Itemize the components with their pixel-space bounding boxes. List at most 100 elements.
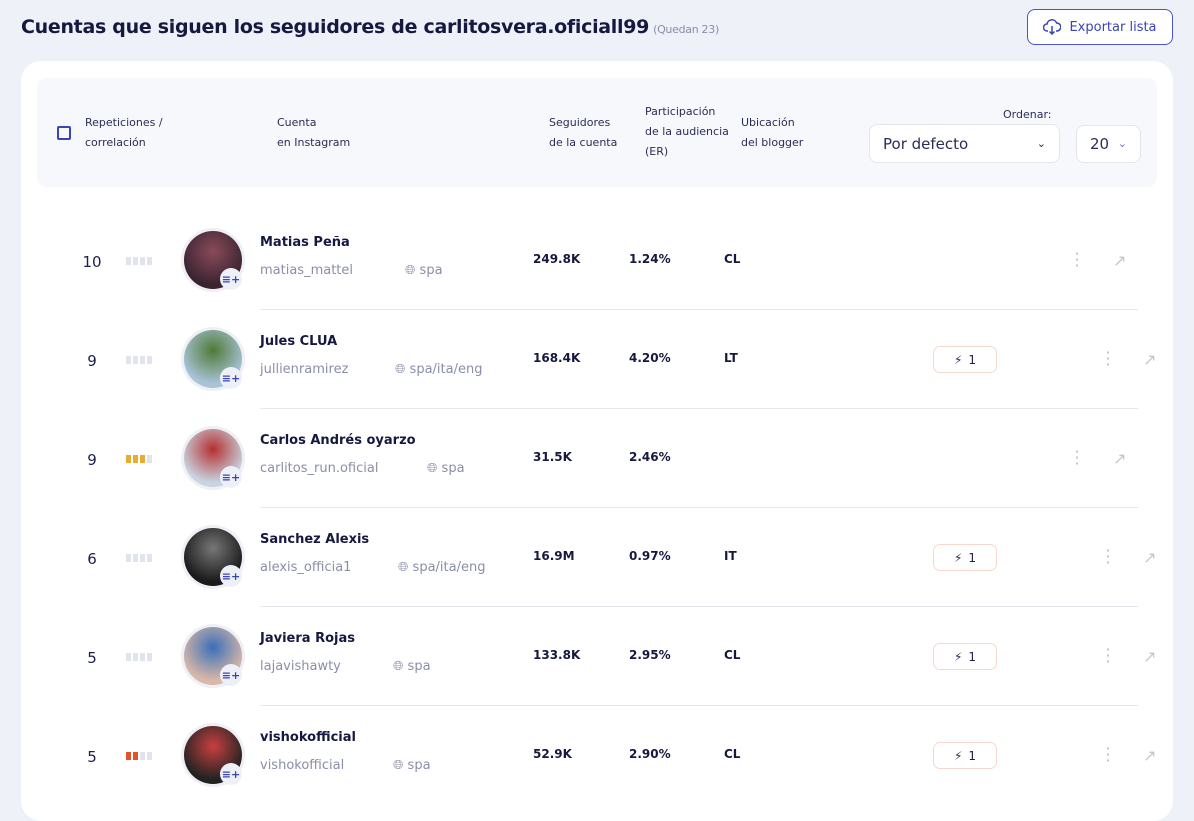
correlation-bar-segment <box>126 554 131 562</box>
engagement-rate: 4.20% <box>629 351 671 365</box>
open-external-icon[interactable]: ↗ <box>1143 746 1157 765</box>
followers-count: 52.9K <box>533 747 572 761</box>
avatar[interactable]: ≡+ <box>181 723 245 787</box>
correlation-bar-segment <box>147 455 152 463</box>
account-name[interactable]: Javiera Rojas <box>260 631 355 646</box>
correlation-bar-segment <box>133 356 138 364</box>
export-list-button[interactable]: Exportar lista <box>1027 9 1173 45</box>
add-to-list-icon[interactable]: ≡+ <box>220 763 242 785</box>
boost-badge[interactable]: ⚡︎ 1 <box>933 544 997 571</box>
account-name[interactable]: Jules CLUA <box>260 334 338 349</box>
correlation-bar-segment <box>126 455 131 463</box>
sort-select[interactable]: Por defecto ⌄ <box>869 124 1060 163</box>
language-text: spa <box>441 461 465 476</box>
add-to-list-icon[interactable]: ≡+ <box>220 565 242 587</box>
correlation-bar-segment <box>133 455 138 463</box>
more-options-icon[interactable]: · · · <box>1105 541 1111 572</box>
correlation-bar-segment <box>140 554 145 562</box>
page-size-select[interactable]: 20 ⌄ <box>1076 125 1141 163</box>
boost-badge[interactable]: ⚡︎ 1 <box>933 643 997 670</box>
correlation-bars <box>126 257 152 265</box>
title-text: Cuentas que siguen los seguidores de car… <box>21 16 650 38</box>
chevron-down-icon: ⌄ <box>1117 137 1127 150</box>
col-er[interactable]: Participación de la audiencia (ER) <box>645 105 729 158</box>
add-to-list-icon[interactable]: ≡+ <box>220 664 242 686</box>
blogger-location: CL <box>724 747 741 761</box>
more-options-icon[interactable]: · · · <box>1074 244 1080 275</box>
row-divider <box>260 507 1138 508</box>
badge-count: 1 <box>968 649 977 664</box>
globe-icon: 🌐︎ <box>405 263 416 278</box>
repetitions-count: 5 <box>87 748 97 766</box>
globe-icon: 🌐︎ <box>427 461 438 476</box>
open-external-icon[interactable]: ↗ <box>1143 647 1157 666</box>
repetitions-count: 10 <box>82 253 102 271</box>
followers-count: 16.9M <box>533 549 575 563</box>
correlation-bars <box>126 356 152 364</box>
account-name[interactable]: vishokofficial <box>260 730 356 745</box>
open-external-icon[interactable]: ↗ <box>1143 350 1157 369</box>
row-divider <box>260 606 1138 607</box>
add-to-list-icon[interactable]: ≡+ <box>220 367 242 389</box>
add-to-list-icon[interactable]: ≡+ <box>220 268 242 290</box>
repetitions-count: 5 <box>87 649 97 667</box>
account-name[interactable]: Carlos Andrés oyarzo <box>260 433 416 448</box>
table-row: 5 ≡+ Javiera Rojas lajavishawty 🌐︎ spa 1… <box>0 607 1194 706</box>
followers-count: 133.8K <box>533 648 581 662</box>
col-repetitions[interactable]: Repeticiones / correlación <box>85 116 163 149</box>
more-options-icon[interactable]: · · · <box>1105 739 1111 770</box>
more-options-icon[interactable]: · · · <box>1105 640 1111 671</box>
select-all-checkbox[interactable] <box>57 126 71 140</box>
sort-label: Ordenar: <box>1003 108 1052 121</box>
correlation-bar-segment <box>147 356 152 364</box>
export-label: Exportar lista <box>1069 19 1157 35</box>
avatar[interactable]: ≡+ <box>181 525 245 589</box>
correlation-bar-segment <box>140 752 145 760</box>
account-handle[interactable]: lajavishawty <box>260 659 341 674</box>
open-external-icon[interactable]: ↗ <box>1113 449 1127 468</box>
language: 🌐︎ spa <box>427 461 465 476</box>
correlation-bar-segment <box>126 752 131 760</box>
language-text: spa <box>407 758 431 773</box>
globe-icon: 🌐︎ <box>395 362 406 377</box>
row-divider <box>260 309 1138 310</box>
open-external-icon[interactable]: ↗ <box>1143 548 1157 567</box>
col-location: Ubicación del blogger <box>741 116 804 149</box>
globe-icon: 🌐︎ <box>393 659 404 674</box>
avatar[interactable]: ≡+ <box>181 228 245 292</box>
page-title: Cuentas que siguen los seguidores de car… <box>21 16 719 38</box>
correlation-bar-segment <box>133 653 138 661</box>
page-size-value: 20 <box>1090 135 1110 153</box>
account-name[interactable]: Sanchez Alexis <box>260 532 370 547</box>
avatar[interactable]: ≡+ <box>181 426 245 490</box>
correlation-bar-segment <box>140 257 145 265</box>
boost-badge[interactable]: ⚡︎ 1 <box>933 346 997 373</box>
correlation-bar-segment <box>133 257 138 265</box>
repetitions-count: 9 <box>87 352 97 370</box>
account-handle[interactable]: matias_mattel <box>260 263 354 278</box>
more-options-icon[interactable]: · · · <box>1074 442 1080 473</box>
boost-badge[interactable]: ⚡︎ 1 <box>933 742 997 769</box>
account-handle[interactable]: alexis_officia1 <box>260 560 352 575</box>
add-to-list-icon[interactable]: ≡+ <box>220 466 242 488</box>
avatar[interactable]: ≡+ <box>181 624 245 688</box>
account-handle[interactable]: jullienramirez <box>260 362 349 377</box>
language-text: spa/ita/eng <box>409 362 483 377</box>
avatar[interactable]: ≡+ <box>181 327 245 391</box>
correlation-bar-segment <box>140 356 145 364</box>
correlation-bar-segment <box>147 653 152 661</box>
table-row: 6 ≡+ Sanchez Alexis alexis_officia1 🌐︎ s… <box>0 508 1194 607</box>
more-options-icon[interactable]: · · · <box>1105 343 1111 374</box>
account-handle[interactable]: vishokofficial <box>260 758 345 773</box>
account-name[interactable]: Matias Peña <box>260 235 350 250</box>
globe-icon: 🌐︎ <box>393 758 404 773</box>
correlation-bar-segment <box>147 752 152 760</box>
globe-icon: 🌐︎ <box>398 560 409 575</box>
correlation-bars <box>126 455 152 463</box>
correlation-bar-segment <box>126 653 131 661</box>
col-followers[interactable]: Seguidores de la cuenta <box>549 116 618 149</box>
account-handle[interactable]: carlitos_run.oficial <box>260 461 379 476</box>
correlation-bars <box>126 752 152 760</box>
open-external-icon[interactable]: ↗ <box>1113 251 1127 270</box>
table-row: 5 ≡+ vishokofficial vishokofficial 🌐︎ sp… <box>0 706 1194 805</box>
